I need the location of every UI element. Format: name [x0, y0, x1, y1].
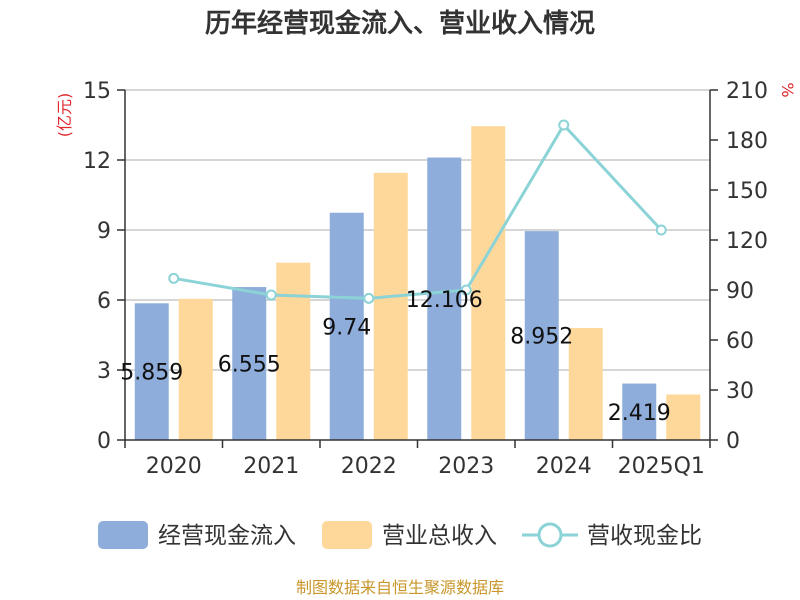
legend-label-revenue: 营业总收入 [382, 523, 497, 549]
legend-marker-ratio [537, 522, 563, 548]
x-tick-label: 2025Q1 [618, 454, 705, 479]
left-tick-label: 12 [83, 149, 111, 174]
data-label-cash-inflow: 2.419 [608, 401, 671, 426]
left-axis: 0 3 6 9 12 15 [83, 79, 126, 454]
ratio-point [265, 289, 277, 301]
data-labels: 5.859 6.555 9.74 12.106 8.952 2.419 [120, 288, 670, 426]
right-tick-label: 30 [726, 379, 754, 404]
right-tick-label: 120 [726, 229, 768, 254]
legend: 经营现金流入 营业总收入 营收现金比 [98, 521, 702, 549]
bar-revenue [568, 328, 603, 440]
bar-cash-inflow [622, 383, 657, 440]
legend-label-ratio: 营收现金比 [587, 523, 702, 549]
data-label-cash-inflow: 8.952 [510, 325, 573, 350]
x-axis: 2020 2021 2022 2023 2024 2025Q1 [124, 439, 711, 479]
left-tick-label: 15 [83, 79, 111, 104]
right-tick-label: 180 [726, 129, 768, 154]
ratio-point [558, 119, 570, 131]
bar-revenue [373, 172, 408, 441]
bar-cash-inflow [427, 157, 462, 440]
bar-revenue [471, 126, 506, 441]
bar-revenue [178, 298, 213, 440]
ratio-point [168, 272, 180, 284]
bar-cash-inflow [524, 231, 559, 440]
left-tick-label: 6 [97, 289, 111, 314]
bar-revenue [666, 394, 701, 440]
legend-label-cash-inflow: 经营现金流入 [158, 523, 296, 549]
source-note: 制图数据来自恒生聚源数据库 [296, 578, 504, 597]
bars [134, 126, 701, 441]
right-tick-label: 210 [726, 79, 768, 104]
data-label-cash-inflow: 9.74 [322, 315, 371, 340]
bar-cash-inflow [134, 303, 169, 440]
ratio-point [363, 292, 375, 304]
grid [125, 89, 710, 371]
right-axis: 0 30 60 90 120 150 180 210 [709, 79, 768, 454]
x-tick-label: 2021 [243, 454, 299, 479]
ratio-point [655, 224, 667, 236]
ratio-point [460, 284, 472, 296]
bar-revenue [276, 262, 311, 440]
left-tick-label: 0 [97, 429, 111, 454]
right-tick-label: 150 [726, 179, 768, 204]
data-label-cash-inflow: 12.106 [406, 288, 483, 313]
legend-swatch-cash-inflow [98, 521, 148, 549]
left-tick-label: 9 [97, 219, 111, 244]
ratio-line [168, 119, 667, 304]
legend-swatch-revenue [322, 521, 372, 549]
bar-cash-inflow [329, 212, 364, 440]
data-label-cash-inflow: 6.555 [218, 353, 281, 378]
x-tick-label: 2024 [536, 454, 592, 479]
bar-cash-inflow [232, 287, 267, 440]
x-tick-label: 2022 [341, 454, 397, 479]
right-tick-label: 60 [726, 329, 754, 354]
right-tick-label: 90 [726, 279, 754, 304]
ratio-line-path [173, 122, 663, 300]
x-tick-label: 2020 [146, 454, 202, 479]
x-tick-label: 2023 [438, 454, 494, 479]
right-tick-label: 0 [726, 429, 740, 454]
right-axis-unit: % [778, 82, 797, 97]
left-axis-unit: (亿元) [55, 93, 74, 138]
data-label-cash-inflow: 5.859 [120, 361, 183, 386]
left-tick-label: 3 [97, 359, 111, 384]
chart-title: 历年经营现金流入、营业收入情况 [205, 8, 595, 39]
